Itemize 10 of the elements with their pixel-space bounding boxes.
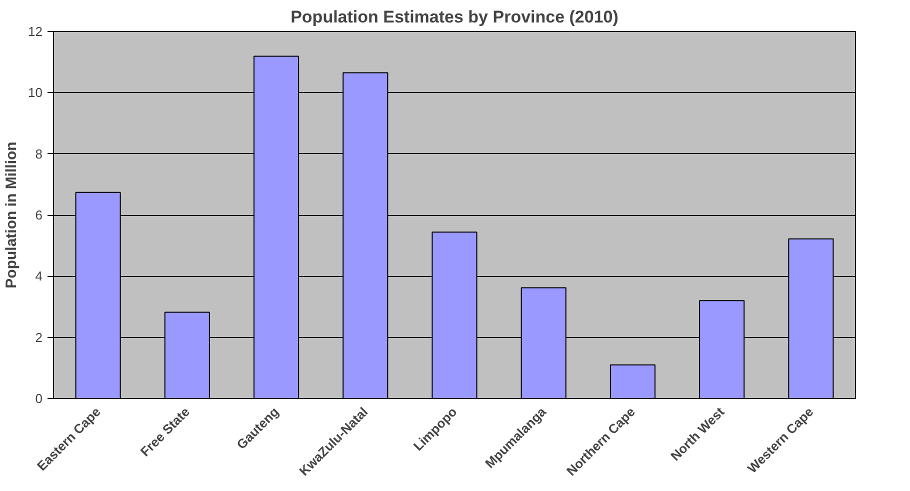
y-tick-label: 6	[35, 208, 43, 222]
y-tick-label: 12	[28, 24, 43, 39]
y-tick-label: 4	[35, 268, 43, 284]
bar	[610, 364, 656, 398]
y-tick-label: 2	[35, 330, 43, 345]
chart-title: Population Estimates by Province (2010)	[290, 8, 618, 26]
y-axis-title: Population in Million	[3, 142, 20, 288]
y-tick-label: 0	[35, 391, 43, 406]
y-tick-label: 10	[28, 85, 43, 100]
y-tick-label: 8	[35, 146, 43, 162]
